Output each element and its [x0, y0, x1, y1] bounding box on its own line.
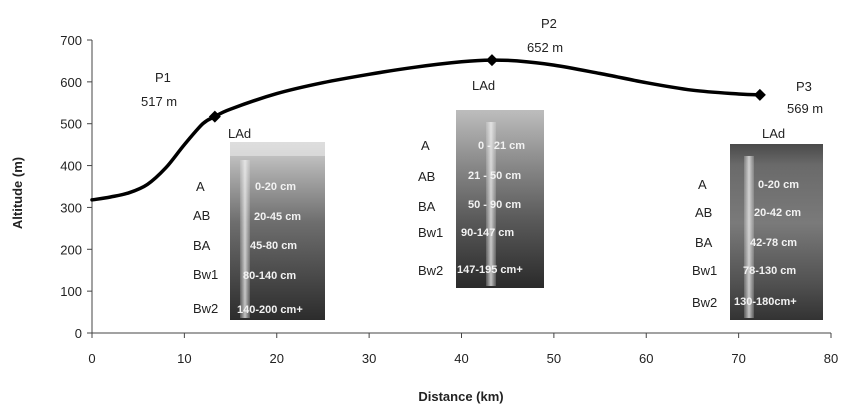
horizon-name: BA: [695, 235, 713, 250]
x-tick-label: 60: [639, 351, 653, 366]
y-tick-label: 700: [60, 33, 82, 48]
horizon-depth: 147-195 cm+: [457, 264, 523, 276]
soil-code-p1: LAd: [228, 126, 251, 141]
x-ticks: 0 10 20 30 40 50 60 70 80: [88, 333, 838, 366]
horizon-depth: 21 - 50 cm: [468, 170, 521, 182]
horizon-depth: 45-80 cm: [250, 240, 297, 252]
horizon-depth: 130-180cm+: [734, 296, 797, 308]
horizon-depth: 0 - 21 cm: [478, 140, 525, 152]
horizon-name: Bw2: [692, 295, 717, 310]
point-altitude-p2: 652 m: [527, 40, 563, 55]
x-axis-title: Distance (km): [418, 389, 503, 404]
profile-p1-labels: A AB BA Bw1 Bw2 0-20 cm 20-45 cm 45-80 c…: [193, 179, 303, 316]
soil-photo-p2: [456, 110, 544, 288]
profile-p2-labels: A AB BA Bw1 Bw2 0 - 21 cm 21 - 50 cm 50 …: [418, 138, 525, 278]
soil-profile-photos: [230, 110, 823, 320]
point-marker-p3: [753, 88, 766, 101]
point-marker-p2: [485, 54, 498, 67]
horizon-name: AB: [193, 208, 210, 223]
soil-photo-p3: [730, 144, 823, 320]
horizon-name: Bw1: [193, 267, 218, 282]
y-tick-label: 600: [60, 75, 82, 90]
horizon-name: Bw2: [418, 263, 443, 278]
y-axis-title: Altitude (m): [10, 157, 25, 229]
horizon-depth: 140-200 cm+: [237, 304, 303, 316]
x-tick-label: 0: [88, 351, 95, 366]
x-tick-label: 70: [731, 351, 745, 366]
horizon-name: Bw2: [193, 301, 218, 316]
horizon-name: AB: [695, 205, 712, 220]
x-tick-label: 30: [362, 351, 376, 366]
horizon-depth: 0-20 cm: [255, 181, 296, 193]
y-tick-label: 0: [75, 326, 82, 341]
point-label-p1: P1: [155, 70, 171, 85]
horizon-depth: 78-130 cm: [743, 265, 796, 277]
horizon-depth: 20-45 cm: [254, 211, 301, 223]
horizon-depth: 42-78 cm: [750, 237, 797, 249]
horizon-depth: 20-42 cm: [754, 207, 801, 219]
profile-p3-labels: A AB BA Bw1 Bw2 0-20 cm 20-42 cm 42-78 c…: [692, 177, 801, 310]
point-annotations: P1 517 m LAd P2 652 m LAd P3 569 m LAd: [141, 16, 823, 141]
y-tick-label: 200: [60, 242, 82, 257]
x-tick-label: 80: [824, 351, 838, 366]
point-markers: [208, 54, 766, 123]
horizon-depth: 80-140 cm: [243, 270, 296, 282]
altitude-line: [90, 58, 762, 202]
point-label-p2: P2: [541, 16, 557, 31]
x-tick-label: 20: [270, 351, 284, 366]
horizon-name: BA: [418, 199, 436, 214]
x-tick-label: 40: [454, 351, 468, 366]
soil-code-p2: LAd: [472, 78, 495, 93]
horizon-name: A: [196, 179, 205, 194]
horizon-name: AB: [418, 169, 435, 184]
horizon-depth: 50 - 90 cm: [468, 199, 521, 211]
y-tick-label: 400: [60, 159, 82, 174]
point-marker-p1: [208, 110, 221, 123]
point-label-p3: P3: [796, 79, 812, 94]
horizon-name: Bw1: [692, 263, 717, 278]
x-tick-label: 10: [177, 351, 191, 366]
point-altitude-p1: 517 m: [141, 94, 177, 109]
horizon-name: Bw1: [418, 225, 443, 240]
point-altitude-p3: 569 m: [787, 101, 823, 116]
horizon-depth: 0-20 cm: [758, 179, 799, 191]
horizon-name: A: [698, 177, 707, 192]
horizon-name: A: [421, 138, 430, 153]
horizon-name: BA: [193, 238, 211, 253]
soil-code-p3: LAd: [762, 126, 785, 141]
y-ticks: 0 100 200 300 400 500 600 700: [60, 33, 92, 341]
x-tick-label: 50: [547, 351, 561, 366]
y-tick-label: 500: [60, 117, 82, 132]
y-tick-label: 100: [60, 284, 82, 299]
y-tick-label: 300: [60, 200, 82, 215]
soil-photo-p1: [230, 142, 325, 320]
horizon-depth: 90-147 cm: [461, 227, 514, 239]
